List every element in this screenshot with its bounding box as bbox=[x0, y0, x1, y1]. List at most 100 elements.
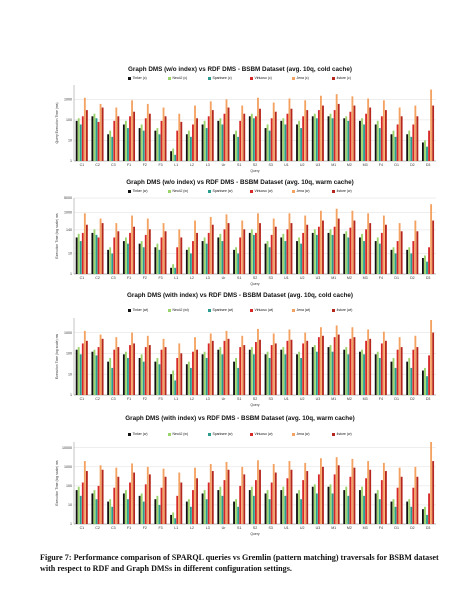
bar bbox=[394, 253, 397, 274]
legend-swatch bbox=[332, 76, 335, 80]
bar bbox=[75, 237, 78, 274]
bar bbox=[426, 146, 428, 161]
bar bbox=[374, 354, 377, 395]
bar bbox=[300, 128, 303, 161]
bar bbox=[385, 110, 387, 161]
chart-title: Graph DMS (w/o index) vs RDF DMS - BSBM … bbox=[128, 66, 352, 73]
legend-label: Tinker (w) bbox=[132, 189, 148, 193]
bar bbox=[412, 349, 415, 395]
bar bbox=[424, 255, 426, 274]
legend-item: Tinker (w) bbox=[128, 432, 147, 436]
legend-swatch bbox=[292, 308, 295, 312]
y-axis-label: Query Execution Time (ms) bbox=[55, 102, 59, 143]
bar bbox=[117, 231, 120, 274]
bar bbox=[160, 120, 163, 161]
x-tick-label: M3 bbox=[363, 397, 368, 401]
x-tick-label: F4 bbox=[379, 526, 383, 530]
chart-legend: Tinker (w) Neo4J (w) Sparksee (w) Virtuoso … bbox=[40, 432, 440, 438]
bar bbox=[194, 337, 196, 395]
bar bbox=[192, 490, 194, 524]
legend-label: Virtuoso (c) bbox=[254, 76, 272, 80]
bar bbox=[359, 120, 361, 161]
bar bbox=[406, 134, 409, 161]
bar bbox=[288, 461, 291, 524]
bar bbox=[170, 374, 173, 395]
bar bbox=[156, 495, 159, 524]
bar bbox=[138, 128, 141, 161]
x-tick-label: U3 bbox=[316, 163, 321, 167]
bar bbox=[390, 134, 393, 161]
x-tick-label: L2 bbox=[190, 526, 194, 530]
x-tick-label: U1 bbox=[284, 526, 289, 530]
bar bbox=[235, 499, 238, 524]
bar bbox=[239, 237, 242, 274]
x-tick-label: F4 bbox=[379, 163, 383, 167]
bar bbox=[225, 99, 228, 161]
x-tick-label: D2 bbox=[410, 276, 415, 280]
bar bbox=[392, 499, 395, 524]
bar bbox=[156, 357, 159, 395]
x-tick-label: Ur bbox=[222, 397, 227, 401]
bar bbox=[93, 113, 96, 161]
bar bbox=[187, 247, 190, 274]
bar bbox=[178, 472, 181, 524]
bar bbox=[367, 329, 370, 395]
bar bbox=[421, 370, 424, 395]
legend-item: Neo4J (w) bbox=[168, 432, 188, 436]
bar bbox=[333, 337, 336, 395]
bar bbox=[274, 472, 277, 524]
bar bbox=[400, 347, 403, 395]
legend-item: Neo4J (wi) bbox=[168, 308, 189, 312]
bar bbox=[259, 223, 261, 274]
bar bbox=[154, 361, 157, 395]
bar bbox=[390, 501, 393, 524]
bar bbox=[345, 116, 348, 161]
bar bbox=[122, 354, 125, 395]
bar bbox=[178, 113, 181, 161]
legend-swatch bbox=[292, 76, 295, 80]
y-tick-label: 10000 bbox=[62, 446, 72, 450]
bar bbox=[421, 142, 424, 161]
bar bbox=[221, 241, 224, 274]
bar bbox=[315, 234, 318, 274]
bar bbox=[174, 267, 177, 274]
legend-item: Jena (w) bbox=[292, 432, 310, 436]
bar bbox=[313, 345, 316, 395]
bar bbox=[156, 128, 159, 161]
bar bbox=[235, 130, 238, 161]
x-tick-label: C1 bbox=[80, 276, 85, 280]
bar bbox=[158, 134, 161, 161]
bar bbox=[288, 213, 291, 274]
bar bbox=[209, 216, 212, 274]
x-tick-label: L3 bbox=[206, 397, 210, 401]
x-tick-label: F2 bbox=[143, 397, 147, 401]
bar bbox=[187, 361, 190, 395]
bar bbox=[97, 237, 100, 274]
bar bbox=[113, 349, 116, 395]
bar bbox=[99, 465, 102, 524]
bar bbox=[187, 130, 190, 161]
bar bbox=[203, 490, 206, 524]
bar bbox=[280, 349, 283, 395]
bar bbox=[282, 233, 285, 274]
chart-panel-1: Graph DMS (w/o index) vs RDF DMS - BSBM … bbox=[40, 66, 440, 176]
bar bbox=[162, 468, 165, 524]
x-tick-label: C3 bbox=[111, 397, 116, 401]
bar bbox=[270, 234, 273, 274]
legend-item: 4store (c) bbox=[332, 76, 351, 80]
bar bbox=[396, 241, 399, 274]
x-tick-label: F1 bbox=[127, 526, 131, 530]
bar bbox=[382, 462, 385, 524]
x-tick-label: D3 bbox=[426, 163, 431, 167]
bar bbox=[176, 495, 179, 524]
bar bbox=[180, 353, 183, 395]
bar bbox=[83, 330, 86, 395]
bar bbox=[217, 349, 220, 395]
bar bbox=[396, 124, 399, 161]
x-tick-label: D2 bbox=[410, 526, 415, 530]
bar bbox=[115, 337, 118, 395]
legend-item: Jena (c) bbox=[292, 76, 309, 80]
bar bbox=[296, 354, 298, 395]
bar bbox=[320, 95, 322, 161]
bar bbox=[176, 357, 179, 395]
